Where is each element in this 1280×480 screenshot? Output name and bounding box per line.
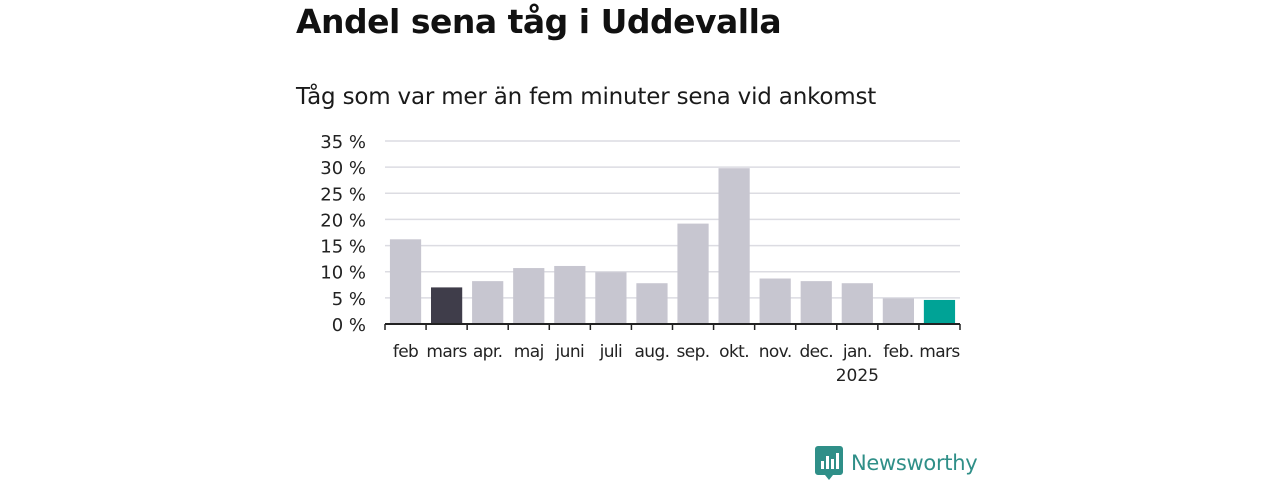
x-tick-label: dec. bbox=[799, 342, 833, 362]
x-tick-label: sep. bbox=[676, 342, 709, 362]
bar bbox=[595, 272, 627, 324]
newsworthy-logo-icon bbox=[815, 446, 843, 480]
bar bbox=[800, 281, 832, 324]
bar bbox=[841, 283, 873, 324]
x-tick-label: juni bbox=[555, 342, 585, 362]
bar bbox=[882, 298, 914, 324]
bar-chart: 0 %5 %10 %15 %20 %25 %30 %35 %feb mars apr… bbox=[320, 132, 961, 386]
bar bbox=[513, 268, 545, 324]
bar bbox=[636, 283, 668, 324]
chart-title: Andel sena tåg i Uddevalla bbox=[296, 2, 782, 41]
y-tick-label: 10 % bbox=[320, 263, 366, 284]
x-tick-label: juli bbox=[599, 342, 623, 362]
newsworthy-wordmark: Newsworthy bbox=[851, 451, 978, 475]
x-tick-label: feb bbox=[393, 342, 418, 362]
y-tick-label: 25 % bbox=[320, 184, 366, 205]
bar bbox=[759, 278, 791, 324]
x-tick-label: maj bbox=[514, 342, 544, 362]
x-tick-label: jan. bbox=[842, 342, 872, 362]
y-tick-label: 5 % bbox=[332, 289, 366, 310]
x-tick-label: okt. bbox=[719, 342, 749, 362]
x-tick-label: aug. bbox=[634, 342, 669, 362]
newsworthy-logo: Newsworthy bbox=[815, 446, 978, 480]
bar bbox=[472, 281, 504, 324]
y-tick-label: 35 % bbox=[320, 132, 366, 153]
bar bbox=[923, 299, 956, 324]
chart-subtitle: Tåg som var mer än fem minuter sena vid … bbox=[296, 84, 877, 110]
y-tick-label: 20 % bbox=[320, 210, 366, 231]
y-tick-label: 0 % bbox=[332, 315, 366, 336]
bar bbox=[389, 239, 422, 324]
y-tick-label: 15 % bbox=[320, 237, 366, 258]
bar bbox=[677, 223, 709, 324]
bar bbox=[431, 287, 463, 324]
x-year-label: 2025 bbox=[836, 366, 879, 386]
x-tick-label: mars bbox=[919, 342, 960, 362]
x-tick-label: mars bbox=[426, 342, 467, 362]
bar bbox=[554, 265, 586, 324]
x-tick-label: feb. bbox=[883, 342, 913, 362]
x-tick-label: apr. bbox=[473, 342, 503, 362]
x-tick-label: nov. bbox=[759, 342, 792, 362]
y-tick-label: 30 % bbox=[320, 158, 366, 179]
bar bbox=[718, 168, 750, 324]
